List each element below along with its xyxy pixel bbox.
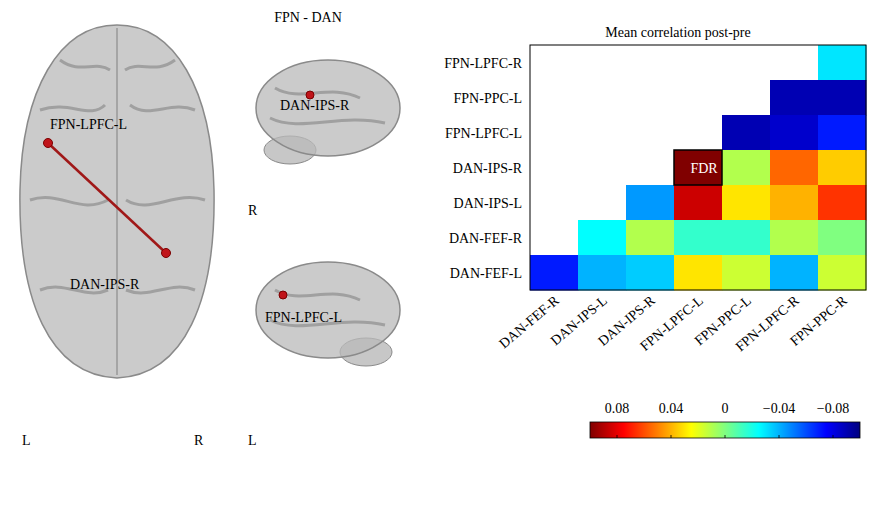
heatmap-cell	[530, 255, 579, 291]
colorbar-tick-label: −0.08	[817, 401, 849, 416]
heatmap-cell	[626, 185, 675, 221]
heatmap-cell	[818, 45, 867, 81]
heatmap-cell	[770, 185, 819, 221]
brain-node	[44, 139, 53, 148]
heatmap-cell	[578, 220, 627, 256]
node-label: FPN-LPFC-L	[265, 310, 342, 325]
significance-label: FDR	[690, 161, 718, 176]
brain-node	[162, 249, 171, 258]
node-label: DAN-IPS-R	[70, 277, 140, 292]
heatmap: Mean correlation post-preFDRFPN-LPFC-RFP…	[444, 25, 866, 354]
heatmap-cell	[722, 185, 771, 221]
heatmap-cell	[722, 255, 771, 291]
orientation-label: R	[248, 203, 258, 218]
gyrus	[30, 198, 108, 205]
axial-brain	[20, 25, 214, 378]
gyrus	[40, 105, 105, 111]
heatmap-cell	[770, 255, 819, 291]
gyrus	[126, 198, 205, 205]
chart-title: Mean correlation post-pre	[605, 25, 750, 40]
heatmap-cell	[770, 115, 819, 151]
gyrus	[270, 118, 385, 124]
heatmap-cell	[818, 80, 867, 116]
heatmap-cell	[722, 115, 771, 151]
heatmap-cell	[626, 255, 675, 291]
node-label: FPN-LPFC-L	[50, 117, 127, 132]
colorbar-tick	[725, 435, 726, 438]
gyrus	[130, 105, 195, 111]
heatmap-cell	[818, 220, 867, 256]
column-label: FPN-PPC-R	[787, 292, 850, 348]
heatmap-cell	[818, 255, 867, 291]
row-label: DAN-IPS-R	[453, 161, 523, 176]
row-label: DAN-IPS-L	[454, 196, 522, 211]
colorbar-tick-label: −0.04	[763, 401, 795, 416]
colorbar-tick-label: 0.08	[605, 401, 630, 416]
panel-title: FPN - DAN	[274, 10, 342, 25]
heatmap-cell	[818, 115, 867, 151]
heatmap-cell	[770, 220, 819, 256]
heatmap-cell	[770, 150, 819, 186]
cortex	[256, 262, 400, 358]
gyrus	[275, 290, 360, 300]
heatmap-frame	[530, 45, 866, 290]
colorbar-tick	[671, 435, 672, 438]
row-label: FPN-LPFC-R	[444, 56, 522, 71]
heatmap-cell	[818, 185, 867, 221]
heatmap-cell	[722, 150, 771, 186]
gyrus	[60, 60, 110, 70]
heatmap-cell	[674, 220, 723, 256]
heatmap-cell	[674, 185, 723, 221]
colorbar-tick	[833, 435, 834, 438]
heatmap-cell	[818, 150, 867, 186]
sagittal-right-brain	[256, 60, 400, 164]
row-label: DAN-FEF-L	[450, 266, 522, 281]
column-label: FPN-LPFC-L	[637, 293, 706, 354]
cortex	[256, 60, 400, 156]
orientation-label: L	[248, 433, 257, 448]
colorbar-tick-label: 0.04	[659, 401, 684, 416]
heatmap-cell	[626, 220, 675, 256]
heatmap-cell	[722, 220, 771, 256]
gyrus	[125, 60, 175, 70]
orientation-label: L	[22, 433, 31, 448]
row-label: DAN-FEF-R	[449, 231, 523, 246]
colorbar	[590, 422, 860, 438]
row-label: FPN-PPC-L	[454, 91, 522, 106]
heatmap-cell	[674, 150, 723, 186]
midline	[116, 28, 118, 375]
significance-box	[674, 150, 722, 185]
sagittal-left-brain	[256, 262, 400, 366]
column-label: FPN-LPFC-R	[733, 292, 803, 354]
row-label: FPN-LPFC-L	[445, 126, 522, 141]
heatmap-cell	[674, 255, 723, 291]
colorbar-tick-label: 0	[722, 401, 729, 416]
brain-node	[279, 291, 287, 299]
colorbar-tick	[779, 435, 780, 438]
connection-edge	[48, 143, 166, 253]
gyrus	[275, 88, 360, 98]
colorbar-tick	[617, 435, 618, 438]
node-label: DAN-IPS-R	[280, 98, 350, 113]
brain-panel: FPN - DAN FPN-LPFC-L DAN-IPS-R DAN-IPS-R FPN…	[20, 10, 400, 448]
orientation-label: R	[194, 433, 204, 448]
heatmap-cell	[578, 255, 627, 291]
figure: FPN - DAN FPN-LPFC-L DAN-IPS-R DAN-IPS-R FPN…	[0, 0, 881, 506]
heatmap-cell	[770, 80, 819, 116]
